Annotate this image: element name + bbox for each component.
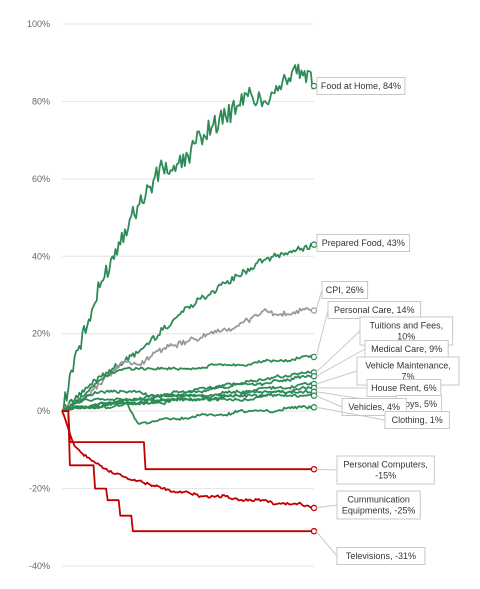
series-label-text: Tuitions and Fees, [369, 321, 443, 331]
series-label-televisions: Televisions, -31% [315, 530, 426, 565]
y-tick-label: 100% [27, 19, 50, 29]
label-box [336, 455, 435, 485]
series-line-food-at-home [61, 63, 315, 412]
series-label-text: Prepared Food, 43% [322, 238, 405, 248]
series-label-personal-computers: Personal Computers,-15% [315, 455, 435, 485]
end-point-personal-care [310, 353, 318, 361]
series-label-text: Vehicles, 4% [348, 402, 400, 412]
end-point-vehicles [310, 392, 318, 399]
series-label-text: Toys, 5% [401, 399, 438, 409]
series-line-clothing [61, 397, 315, 425]
label-box [321, 281, 369, 299]
y-tick-label: 80% [32, 96, 50, 106]
leader-line [315, 289, 323, 311]
end-point-food-at-home [310, 82, 318, 90]
series-label-text: CPI, 26% [326, 285, 364, 295]
y-tick-label: -20% [29, 484, 50, 494]
end-point-cpi [310, 307, 318, 314]
series-label-text: 10% [397, 332, 415, 342]
leader-line [315, 330, 361, 373]
label-box [316, 77, 406, 95]
series-label-cpi: CPI, 26% [315, 281, 369, 311]
series-line-vehicles [61, 389, 315, 412]
y-tick-label: 60% [32, 174, 50, 184]
leader-line [315, 348, 366, 377]
series-line-personal-computers [62, 410, 314, 471]
series-label-food-at-home: Food at Home, 84% [316, 77, 406, 95]
series-label-house-rent: House Rent, 6% [315, 379, 442, 397]
series-line-communication-equipments [61, 410, 315, 509]
gridlines [62, 23, 314, 567]
label-box [384, 411, 450, 429]
leader-line [315, 370, 358, 385]
leader-line [315, 395, 343, 408]
end-point-communication-equipments [310, 504, 318, 512]
y-tick-label: 20% [32, 329, 50, 339]
end-point-clothing [310, 404, 318, 411]
y-tick-label: -40% [29, 561, 50, 571]
series-label-text: 7% [401, 372, 414, 382]
series-label-text: Personal Care, 14% [334, 305, 415, 315]
series-line-toys [62, 389, 315, 413]
series-label-text: Medical Care, 9% [371, 344, 442, 354]
series-line-televisions [62, 410, 314, 533]
series-label-text: Personal Computers, [343, 460, 428, 470]
end-point-personal-computers [310, 465, 318, 473]
series-label-text: House Rent, 6% [371, 383, 437, 393]
series-label-personal-care: Personal Care, 14% [315, 301, 422, 358]
leader-line [315, 406, 386, 421]
series-label-text: Vehicle Maintenance, [365, 361, 451, 371]
series-label-prepared-food: Prepared Food, 43% [316, 234, 411, 252]
y-tick-label: 40% [32, 251, 50, 261]
series-line-medical-care [62, 374, 315, 412]
end-point-prepared-food [310, 241, 318, 248]
label-box [316, 234, 411, 252]
end-point-televisions [310, 527, 318, 535]
series-lines [61, 63, 318, 535]
series-line-prepared-food [61, 243, 315, 412]
leader-line [315, 468, 338, 471]
label-box [336, 490, 421, 520]
series-label-clothing: Clothing, 1% [315, 406, 450, 429]
series-label-text: Televisions, -31% [346, 551, 416, 561]
end-point-medical-care [310, 373, 318, 380]
y-axis-ticks: 100% 80% 60% 40% 20% 0% -20% -40% [27, 19, 50, 571]
series-label-text: Food at Home, 84% [321, 81, 401, 91]
series-labels: Food at Home, 84% Prepared Food, 43% CPI, … [315, 77, 460, 565]
y-tick-label: 0% [37, 406, 50, 416]
series-line-personal-care [61, 354, 315, 413]
series-label-text: -15% [375, 471, 396, 481]
leader-line [315, 530, 338, 557]
leader-line [315, 309, 329, 358]
series-label-text: Cummunication [347, 495, 410, 505]
series-label-text: Equipments, -25% [342, 506, 416, 516]
leader-line [315, 504, 338, 509]
series-label-text: Clothing, 1% [392, 415, 443, 425]
label-box [336, 547, 426, 565]
